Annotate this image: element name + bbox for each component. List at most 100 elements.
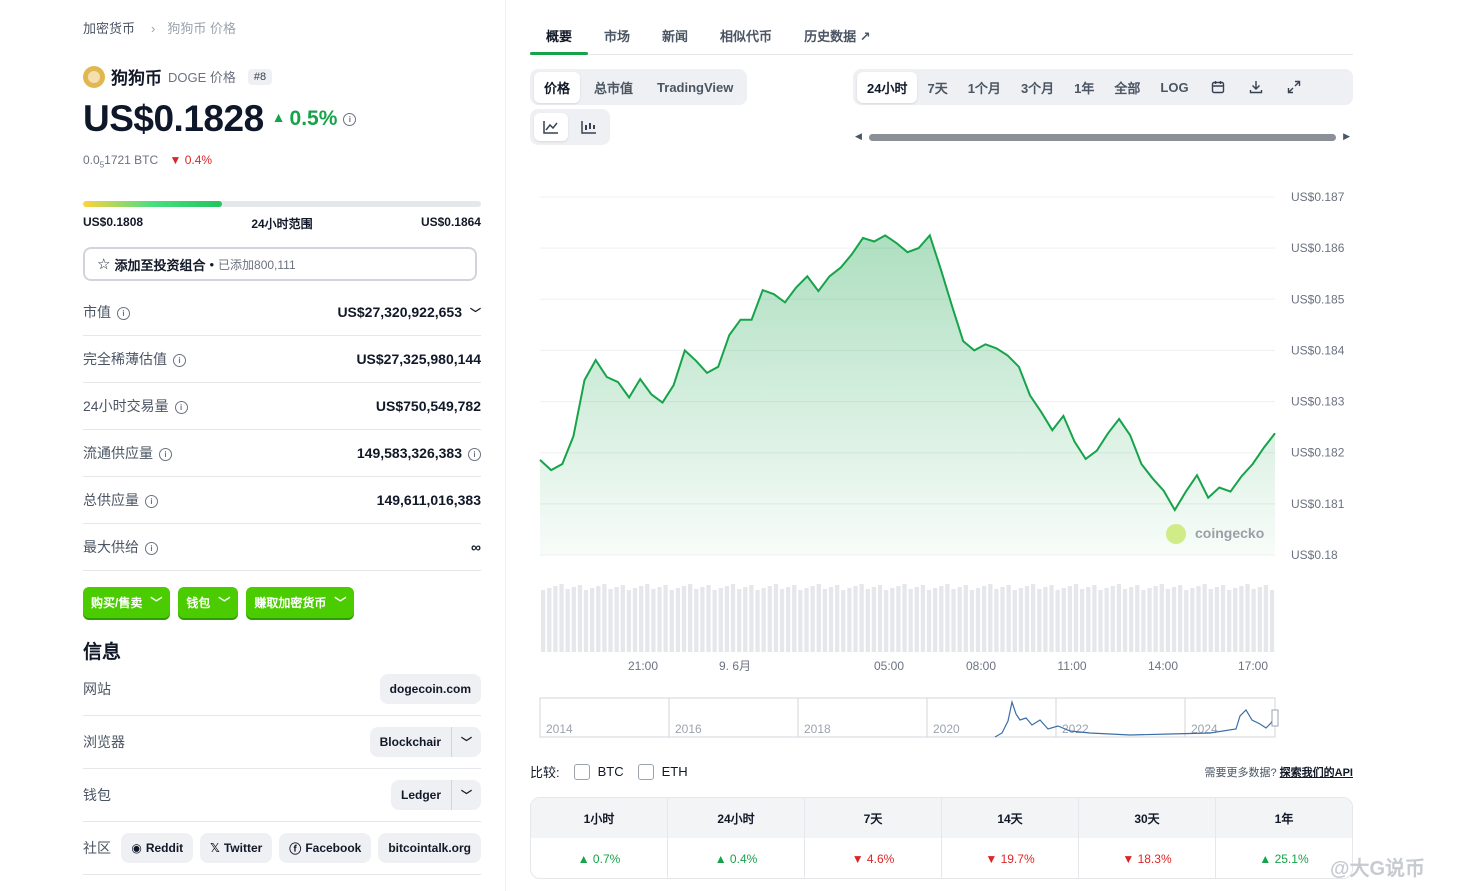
volume-bar [590, 588, 595, 652]
performance-header: 1小时 24小时 7天 14天 30天 1年 [531, 798, 1352, 838]
info-icon[interactable]: i [159, 447, 172, 461]
info-icon[interactable]: i [145, 494, 158, 508]
performance-table: 1小时 24小时 7天 14天 30天 1年 ▲ 0.7% ▲ 0.4% ▼ 4.6% ▼ 19… [530, 797, 1353, 879]
compare-btc-checkbox[interactable] [573, 763, 590, 780]
candlestick-icon[interactable] [572, 113, 606, 141]
portfolio-added: 已添加800,111 [218, 257, 296, 272]
compare-row: 比较: BTC ETH 需要更多数据? 探索我们的API [530, 762, 1353, 781]
stat-label: 最大供给 i [83, 537, 158, 557]
range-log[interactable]: LOG [1160, 79, 1189, 95]
tab-tradingview[interactable]: TradingView [657, 79, 734, 95]
tab-similar[interactable]: 相似代币 [720, 29, 773, 44]
info-icon[interactable]: i [468, 447, 481, 461]
volume-bar [1159, 584, 1164, 652]
range-1m[interactable]: 1个月 [967, 80, 1001, 96]
tab-historical[interactable]: 历史数据 ↗ [788, 22, 887, 54]
doge-logo-icon [83, 65, 105, 88]
volume-bar [559, 584, 564, 652]
volume-bar [828, 587, 834, 652]
volume-bar [1018, 588, 1024, 652]
twitter-link[interactable]: 𝕏 Twitter [200, 833, 273, 863]
scroll-right-icon[interactable]: ▶ [1343, 131, 1350, 141]
volume-bar [865, 589, 870, 652]
perf-header-2: 7天 [805, 798, 942, 838]
fullscreen-icon[interactable] [1275, 80, 1313, 94]
tab-markets[interactable]: 市场 [604, 29, 631, 44]
chevron-down-icon[interactable]: ﹀ [461, 737, 472, 749]
wallet-button[interactable]: 钱包 ﹀ [178, 587, 239, 618]
info-icon[interactable]: i [173, 353, 186, 367]
volume-bar [982, 586, 987, 652]
chevron-down-icon: ﹀ [334, 596, 347, 610]
compare-eth-checkbox[interactable] [637, 763, 654, 780]
calendar-icon[interactable] [1199, 80, 1237, 94]
volume-bar [1129, 587, 1134, 652]
volume-bar [1214, 587, 1220, 652]
facebook-link[interactable]: ⓕ Facebook [279, 833, 372, 863]
info-row-website: 网站 dogecoin.com [83, 663, 481, 716]
x-tick-label: 17:00 [1238, 659, 1268, 673]
wallet-link[interactable]: Ledger [391, 780, 452, 810]
line-chart-icon[interactable] [534, 113, 568, 141]
volume-bar [1031, 584, 1036, 652]
caret-up-icon: ▲ [271, 109, 286, 125]
buy-sell-button[interactable]: 购买/售卖 ﹀ [83, 587, 171, 618]
wallet-dropdown[interactable]: Ledger ﹀ [390, 780, 481, 810]
tab-price[interactable]: 价格 [534, 71, 581, 103]
info-icon[interactable]: i [117, 306, 130, 320]
volume-bar [1086, 587, 1091, 652]
perf-header-4: 30天 [1079, 798, 1216, 838]
price-chart[interactable]: US$0.187 US$0.186 US$0.185 US$0.184 US$0.183… [530, 180, 1353, 750]
volume-bar [596, 586, 601, 652]
info-row-explorer: 浏览器 Blockchair ﹀ [83, 716, 481, 769]
x-tick-label: 05:00 [874, 659, 904, 673]
tab-overview[interactable]: 概要 [530, 22, 589, 55]
range-3m[interactable]: 3个月 [1020, 80, 1055, 96]
navigator-line [994, 699, 1276, 738]
twitter-label: Twitter [223, 841, 263, 855]
explorer-link[interactable]: Blockchair [370, 727, 452, 757]
navigator-year: 2020 [933, 722, 960, 736]
perf-value-4: ▼ 18.3% [1079, 838, 1216, 878]
stat-circulating-supply: 流通供应量 i 149,583,326,383 i [83, 430, 481, 477]
facebook-label: Facebook [305, 841, 362, 855]
volume-bar [1135, 585, 1140, 652]
bitcointalk-link[interactable]: bitcointalk.org [378, 833, 481, 863]
scroll-left-icon[interactable]: ◀ [855, 131, 862, 141]
chart-scrollbar[interactable]: ◀ ▶ [855, 131, 1350, 143]
earn-crypto-button[interactable]: 赚取加密货币 ﹀ [246, 587, 355, 618]
range-7d[interactable]: 7天 [927, 80, 948, 96]
chevron-down-icon[interactable]: ﹀ [461, 790, 472, 802]
volume-bar [1184, 590, 1189, 652]
range-24h[interactable]: 24小时 [857, 71, 918, 103]
website-link[interactable]: dogecoin.com [379, 674, 481, 704]
info-icon[interactable]: i [145, 541, 158, 555]
volume-bar [1227, 590, 1232, 652]
range-1y[interactable]: 1年 [1074, 80, 1095, 96]
reddit-link[interactable]: ◉ Reddit [121, 833, 194, 863]
stat-value: ∞ [471, 539, 481, 555]
api-link[interactable]: 探索我们的API [1279, 766, 1353, 779]
coin-name: 狗狗币 [111, 69, 162, 88]
breadcrumb-root[interactable]: 加密货币 [83, 21, 136, 36]
portfolio-sep: • [209, 256, 215, 272]
chevron-down-icon[interactable]: ﹀ [470, 307, 481, 320]
y-tick-label: US$0.183 [1291, 395, 1345, 409]
info-row-wallet: 钱包 Ledger ﹀ [83, 769, 481, 822]
volume-bar [583, 590, 589, 652]
volume-bar [871, 587, 877, 652]
scroll-thumb[interactable] [869, 134, 1336, 141]
volume-bar [730, 584, 736, 652]
volume-bar [939, 586, 944, 652]
info-icon[interactable]: i [343, 112, 357, 126]
range-high: US$0.1864 [420, 215, 481, 229]
tab-news[interactable]: 新闻 [662, 29, 689, 44]
info-icon[interactable]: i [174, 400, 188, 414]
range-all[interactable]: 全部 [1114, 80, 1141, 96]
volume-bar [645, 584, 650, 652]
add-to-portfolio-button[interactable]: ☆ 添加至投资组合 • 已添加800,111 [83, 247, 477, 281]
tab-market-cap[interactable]: 总市值 [594, 80, 634, 96]
volume-bar [1080, 589, 1085, 652]
explorer-dropdown[interactable]: Blockchair ﹀ [369, 727, 481, 757]
download-icon[interactable] [1237, 80, 1275, 94]
